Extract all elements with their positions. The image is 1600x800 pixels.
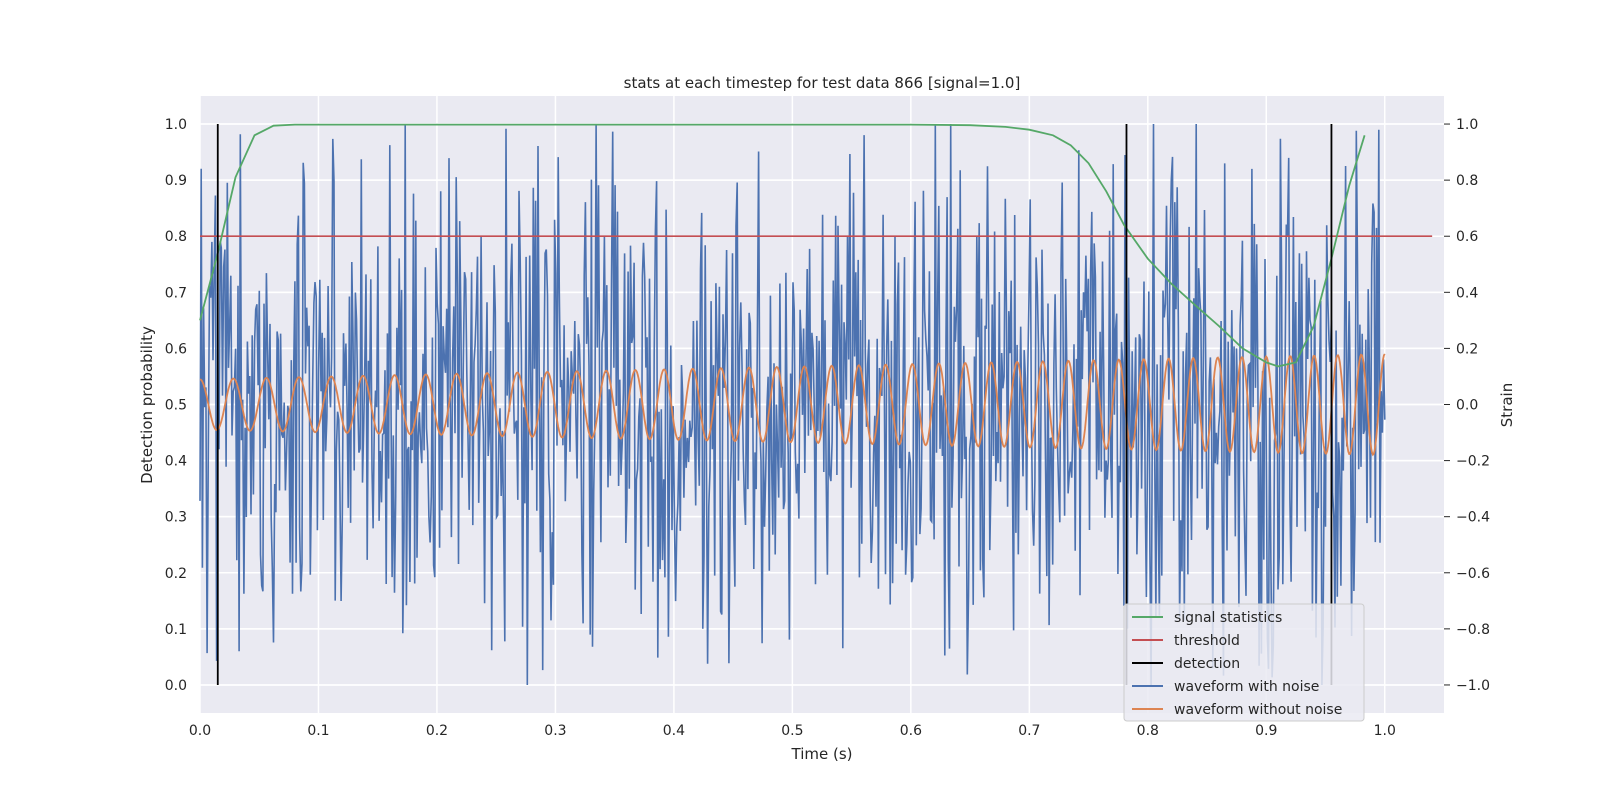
x-tick-label: 1.0 [1374, 723, 1396, 739]
legend-box [1123, 603, 1365, 722]
y-tick-label-left: 1.0 [165, 117, 187, 133]
series-layer [199, 123, 1433, 686]
series-waveform-with-noise [199, 123, 1386, 686]
x-tick-label: 0.2 [426, 723, 448, 739]
legend-label: signal statistics [1174, 610, 1282, 626]
y-tick-label-right: −0.8 [1456, 622, 1490, 638]
y-tick-label-left: 0.0 [165, 678, 187, 694]
y-tick-label-right: 0.6 [1456, 229, 1478, 245]
series-signal-statistics [199, 123, 1366, 368]
series-waveform-without-noise [199, 353, 1386, 457]
chart-title: stats at each timestep for test data 866… [624, 74, 1021, 92]
y-tick-label-left: 0.5 [165, 398, 187, 414]
y-tick-label-right: −0.4 [1456, 510, 1490, 526]
y-tick-label-right: 0.2 [1456, 341, 1478, 357]
y-tick-label-right: −0.2 [1456, 454, 1490, 470]
x-tick-label: 0.8 [1137, 723, 1159, 739]
legend-label: detection [1174, 656, 1240, 672]
x-tick-label: 0.0 [189, 723, 211, 739]
y-tick-label-right: 1.0 [1456, 117, 1478, 133]
x-tick-label: 0.3 [544, 723, 566, 739]
y-tick-label-left: 0.8 [165, 229, 187, 245]
y-tick-label-right: 0.4 [1456, 285, 1478, 301]
y-tick-label-left: 0.3 [165, 510, 187, 526]
y-tick-label-left: 0.7 [165, 285, 187, 301]
y-axis-label-right: Strain [1498, 383, 1516, 427]
legend-label: waveform without noise [1174, 702, 1342, 718]
y-tick-label-left: 0.9 [165, 173, 187, 189]
y-tick-label-left: 0.2 [165, 566, 187, 582]
x-tick-label: 0.5 [781, 723, 803, 739]
x-tick-label: 0.9 [1255, 723, 1277, 739]
y-tick-label-left: 0.6 [165, 341, 187, 357]
y-tick-label-right: 0.8 [1456, 173, 1478, 189]
y-tick-label-right: 0.0 [1456, 398, 1478, 414]
x-tick-label: 0.1 [307, 723, 329, 739]
y-tick-label-left: 0.4 [165, 454, 187, 470]
y-tick-label-right: −1.0 [1456, 678, 1490, 694]
legend: signal statistics threshold detection wavef… [1123, 603, 1365, 722]
y-tick-label-right: −0.6 [1456, 566, 1490, 582]
x-axis-label: Time (s) [791, 745, 853, 763]
ticks-layer: 0.0 0.1 0.2 0.3 0.4 0.5 0.6 0.7 0.8 0.9 1.0 0.0 0.1 0… [165, 117, 1490, 739]
x-tick-label: 0.7 [1018, 723, 1040, 739]
x-tick-label: 0.6 [900, 723, 922, 739]
y-axis-label-left: Detection probability [138, 326, 156, 484]
legend-label: threshold [1174, 633, 1240, 649]
legend-label: waveform with noise [1174, 679, 1319, 695]
x-tick-label: 0.4 [663, 723, 685, 739]
y-tick-label-left: 0.1 [165, 622, 187, 638]
